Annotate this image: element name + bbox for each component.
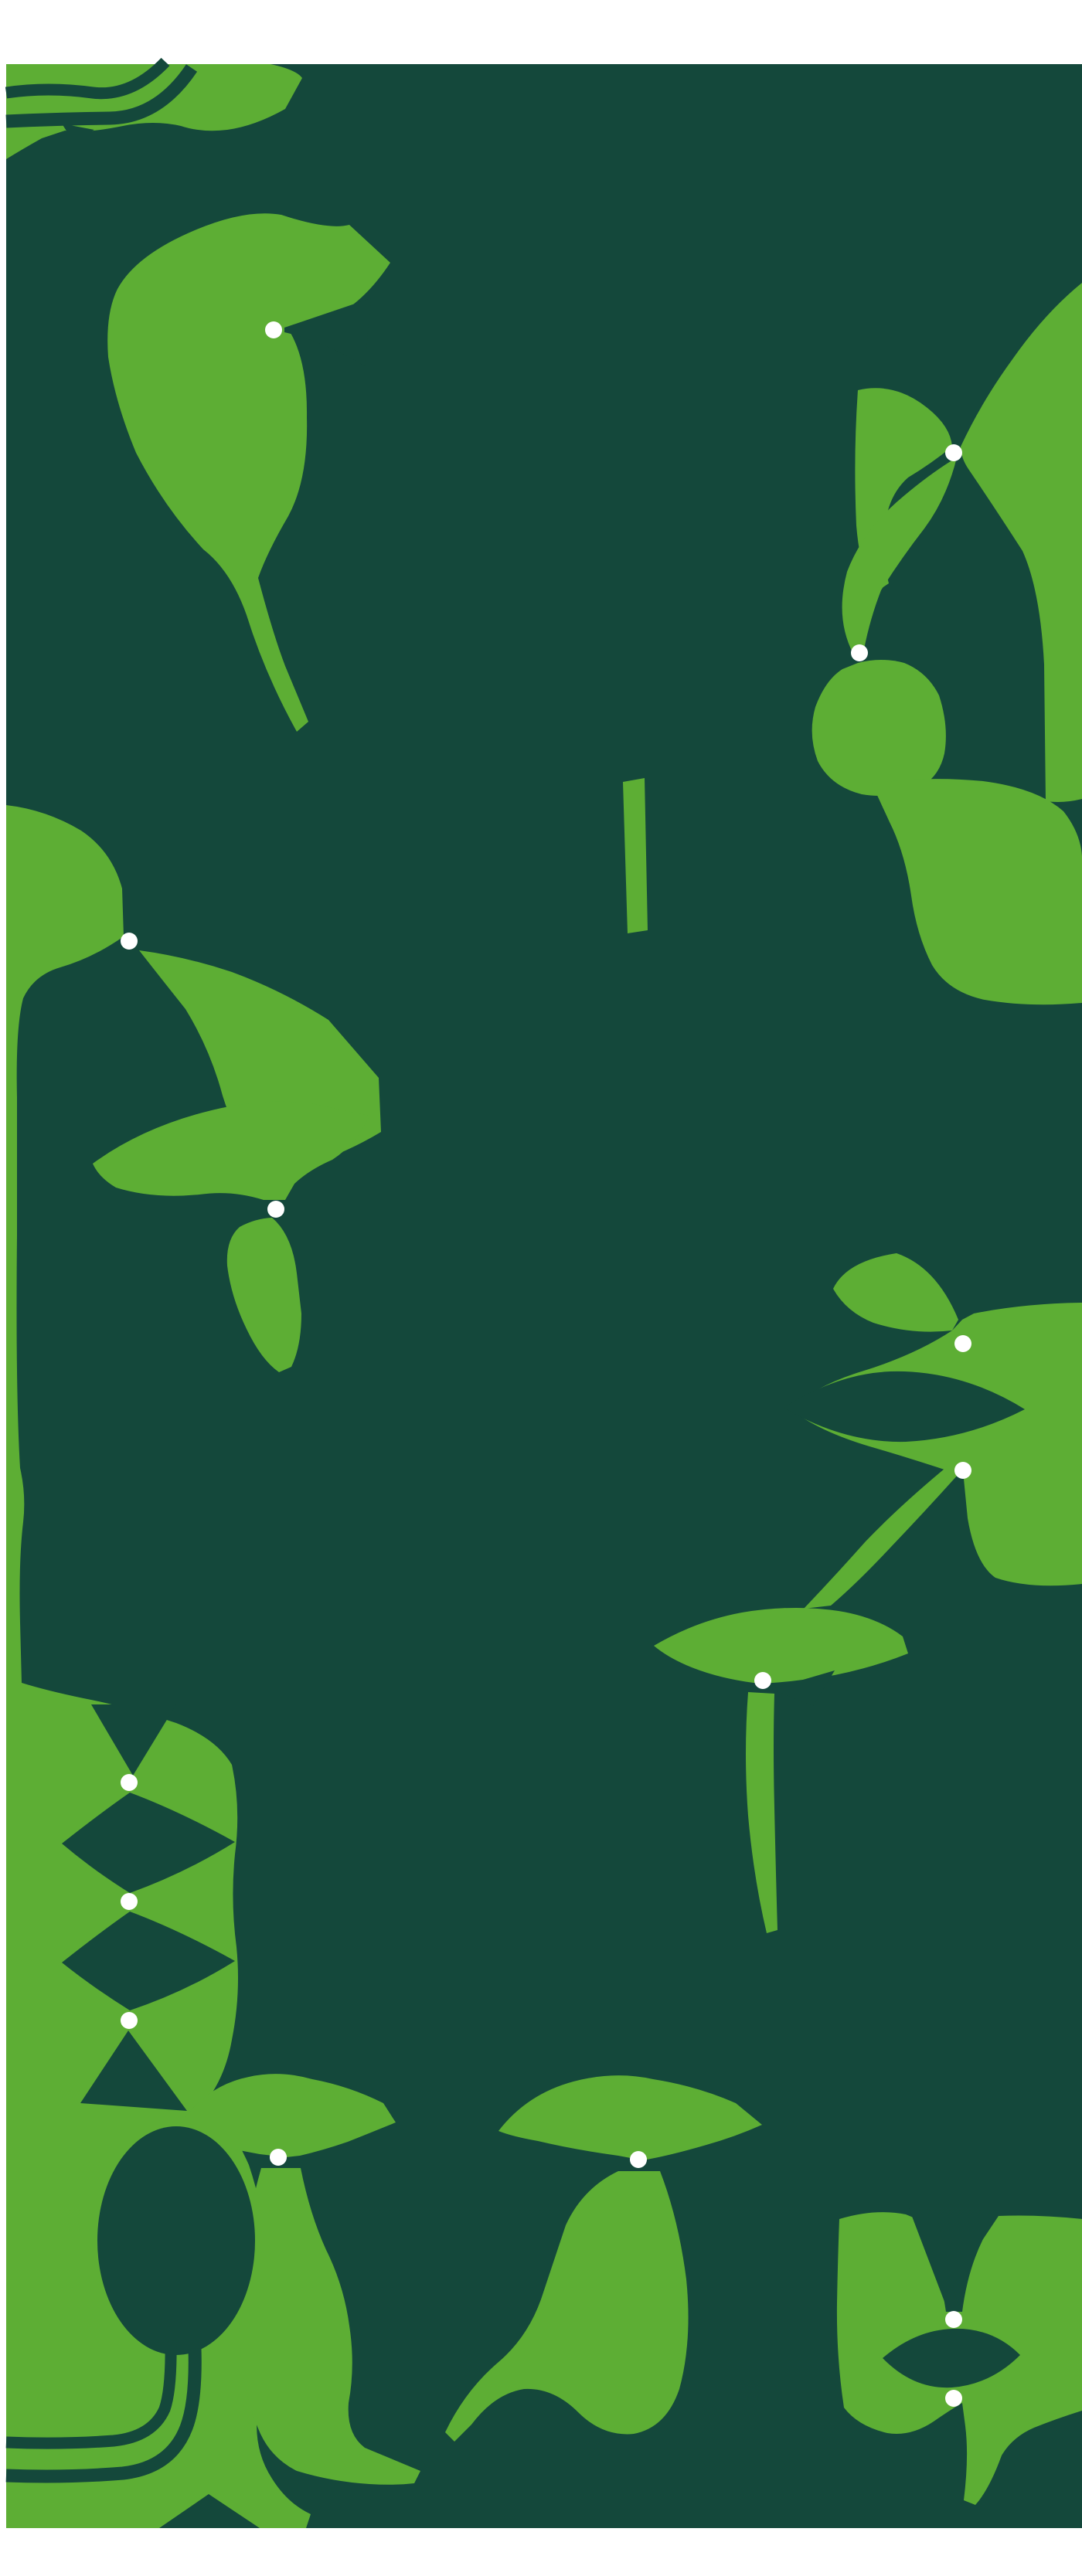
- north-big-blob-and-leaf: [107, 213, 390, 732]
- diamond-between-9-and-10: [62, 1793, 235, 1893]
- canopy-5: [93, 1101, 369, 1200]
- location-14-marker-icon[interactable]: [945, 2311, 962, 2328]
- leaf-5: [226, 1218, 301, 1372]
- stem-12: [239, 2168, 420, 2485]
- location-9-marker-icon[interactable]: [121, 1774, 138, 1791]
- round-blob-southwest: [97, 2126, 255, 2355]
- location-2-marker-icon[interactable]: [945, 444, 962, 461]
- notch-above-location-9: [91, 1704, 176, 1776]
- location-6-marker-icon[interactable]: [954, 1335, 971, 1352]
- notch-bottom-edge: [159, 2494, 260, 2528]
- stem-8: [746, 1692, 777, 1933]
- location-13-marker-icon[interactable]: [630, 2151, 647, 2168]
- mid-east-bowtie-mass: [790, 1303, 1082, 1586]
- northeast-right-lobe-and-edge-strip: [961, 283, 1082, 802]
- location-1-marker-icon[interactable]: [265, 321, 282, 338]
- notch-top-left: [62, 124, 94, 141]
- ribbon-northwest-2: [5, 64, 198, 128]
- eye-between-6-and-7: [784, 1371, 1025, 1443]
- wedge-above-location-14: [909, 2208, 959, 2312]
- wedge-below-location-11: [80, 2031, 187, 2111]
- west-spine-band: [6, 805, 311, 2528]
- canopy-8: [654, 1607, 908, 1683]
- location-15-marker-icon[interactable]: [945, 2390, 962, 2407]
- location-5-marker-icon[interactable]: [267, 1201, 284, 1218]
- ribbon-southwest-2: [5, 2348, 202, 2483]
- canopy-13: [498, 2075, 762, 2160]
- location-7-marker-icon[interactable]: [954, 1462, 971, 1479]
- mid-east-diagonal-band: [804, 1465, 958, 1609]
- diamond-between-10-and-11: [62, 1912, 235, 2010]
- location-4-marker-icon[interactable]: [121, 933, 138, 950]
- pinch-wedge-location-1: [284, 298, 371, 366]
- location-10-marker-icon[interactable]: [121, 1893, 138, 1910]
- northeast-arm: [842, 457, 957, 654]
- stem-13: [445, 2171, 689, 2442]
- east-blob: [812, 660, 946, 796]
- location-11-marker-icon[interactable]: [121, 2012, 138, 2029]
- east-square-mass: [872, 779, 1082, 1005]
- canopy-12: [176, 2074, 396, 2157]
- mid-east-upper-lobe: [833, 1253, 958, 1332]
- location-3-marker-icon[interactable]: [851, 644, 868, 661]
- location-12-marker-icon[interactable]: [270, 2149, 287, 2166]
- eye-between-14-and-15: [883, 2328, 1020, 2388]
- ribbon-southwest-1: [5, 2340, 177, 2449]
- ribbon-northwest-1: [5, 57, 170, 100]
- pinch-wedge-location-8: [771, 1670, 835, 1706]
- small-road-strip: [623, 778, 648, 933]
- location-8-marker-icon[interactable]: [754, 1672, 771, 1689]
